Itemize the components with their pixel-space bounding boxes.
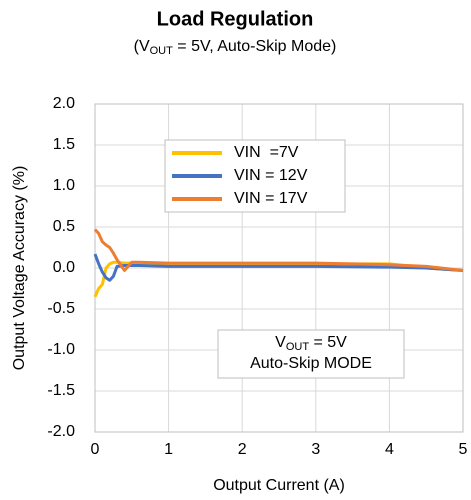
legend: VIN =7V VIN = 12V VIN = 17V <box>164 139 346 213</box>
chart-subtitle: (VOUT = 5V, Auto-Skip Mode) <box>134 38 337 57</box>
chart-title: Load Regulation <box>157 8 314 30</box>
x-axis-label: Output Current (A) <box>213 477 345 494</box>
y-tick-label: -1.0 <box>47 341 75 358</box>
y-tick-label: 0.0 <box>53 259 75 276</box>
subtitle-part: = 5V, Auto-Skip Mode) <box>173 38 337 55</box>
y-tick-label: 2.0 <box>53 95 75 112</box>
subtitle-sub: OUT <box>150 45 174 57</box>
x-tick-label: 4 <box>385 441 394 458</box>
annotation-line: Auto-Skip MODE <box>250 355 372 372</box>
annotation-part: = 5V <box>309 334 347 351</box>
y-tick-label: 0.5 <box>53 218 75 235</box>
lines <box>93 228 464 298</box>
legend-label: VIN =7V <box>234 144 299 161</box>
y-tick-label: -1.5 <box>47 382 75 399</box>
annotation-line: VOUT = 5V <box>275 334 347 353</box>
legend-label: VIN = 12V <box>234 167 308 184</box>
annotation: VOUT = 5V Auto-Skip MODE <box>217 329 405 379</box>
plot-border <box>94 103 464 433</box>
annotation-part: V <box>275 334 286 351</box>
series-line <box>93 253 464 282</box>
legend-label: VIN = 17V <box>234 190 308 207</box>
x-tick-label: 2 <box>238 441 247 458</box>
annotation-box <box>217 329 405 379</box>
y-tick-label: 1.0 <box>53 177 75 194</box>
y-tick-label: -2.0 <box>47 423 75 440</box>
series-line <box>93 228 464 272</box>
x-tick-label: 3 <box>311 441 320 458</box>
y-tick-label: 1.5 <box>53 136 75 153</box>
y-axis-label: Output Voltage Accuracy (%) <box>11 166 28 371</box>
annotation-sub: OUT <box>286 341 310 353</box>
subtitle-part: (V <box>134 38 150 55</box>
x-tick-label: 5 <box>459 441 468 458</box>
y-tick-label: -0.5 <box>47 300 75 317</box>
x-tick-label: 1 <box>164 441 173 458</box>
x-tick-label: 0 <box>91 441 100 458</box>
